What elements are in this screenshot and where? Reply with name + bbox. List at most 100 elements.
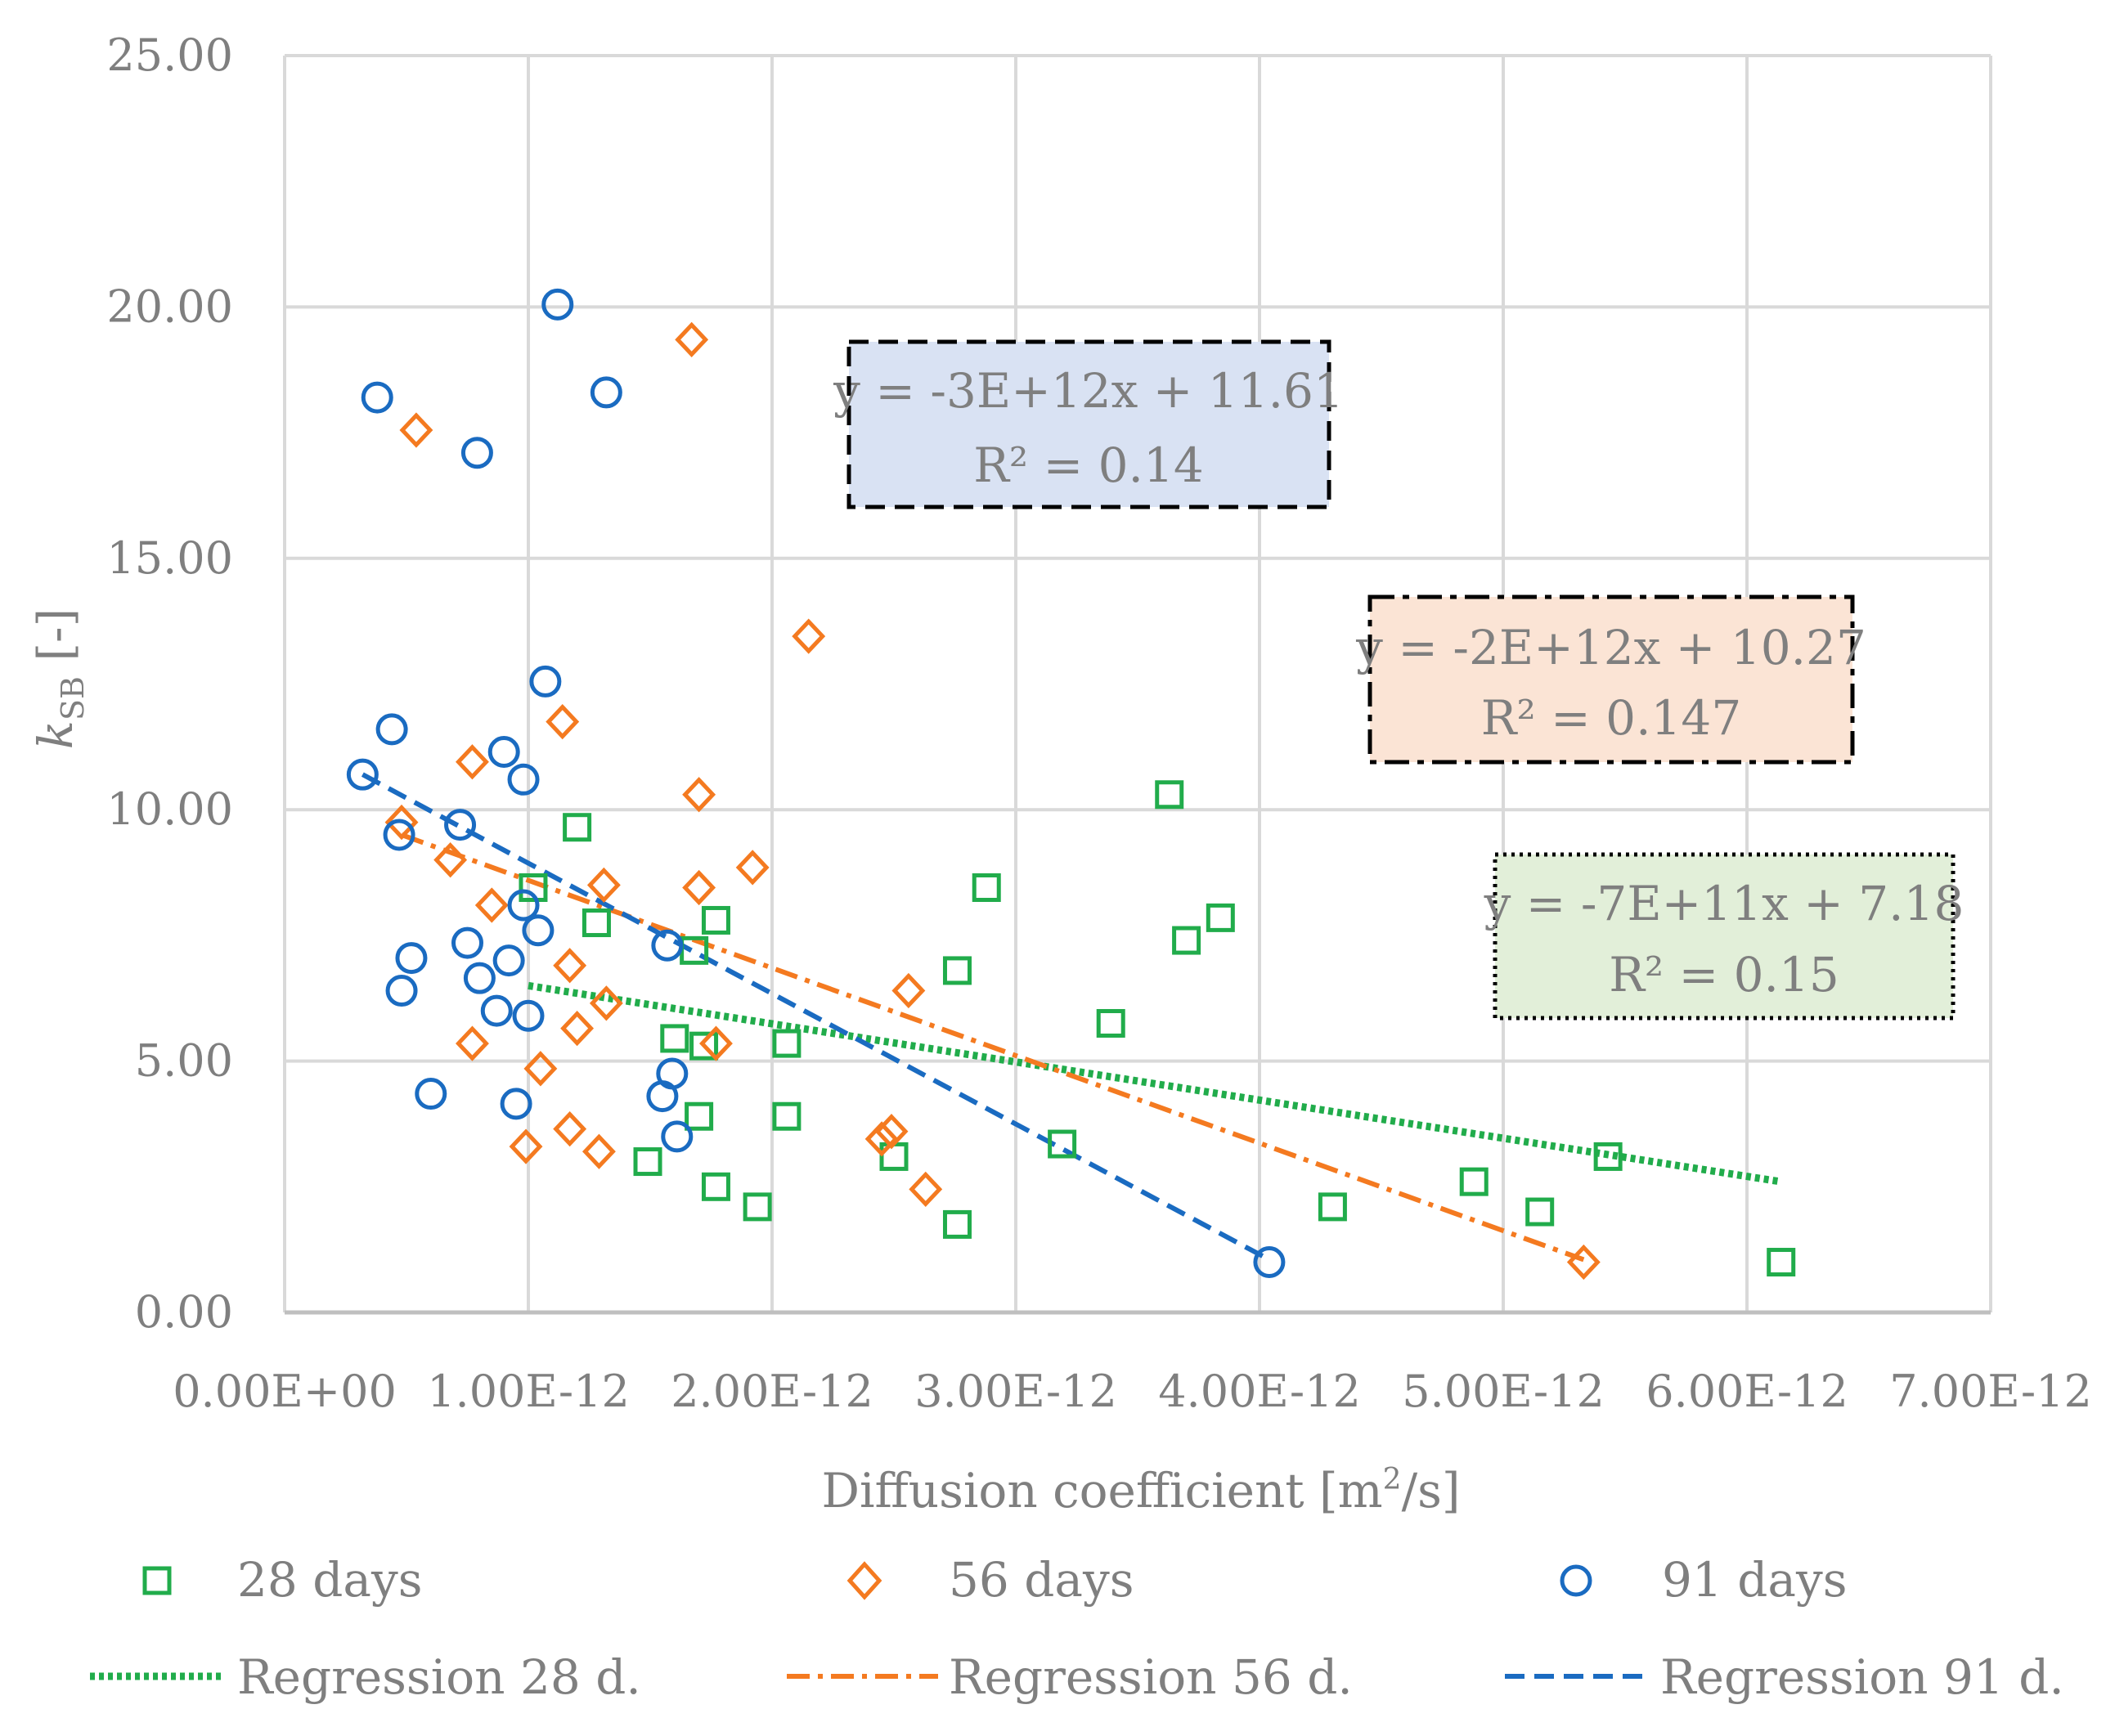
equation-box-56-frame [1367,594,1855,765]
point-56-days [864,1121,899,1157]
legend-label-regression-28: Regression 28 d. [237,1649,641,1705]
point-91-days [487,735,520,768]
point-91-days [529,665,562,698]
point-56-days [509,1128,543,1164]
point-28-days [660,1024,689,1053]
x-axis-title-main: Diffusion coefficient [m [821,1463,1382,1518]
point-28-days [972,872,1001,902]
point-91-days [383,819,415,851]
point-56-days [553,1110,587,1147]
point-28-days [563,813,592,842]
point-28-days [582,908,611,938]
point-91-days [541,288,574,321]
point-28-days [772,1029,802,1058]
x-tick-label: 1.00E-12 [427,1366,630,1417]
point-56-days [586,867,621,904]
legend-item-91-days: 91 days [1560,1552,1847,1608]
point-28-days [942,956,972,985]
equation-box-91-frame [846,339,1331,509]
equation-box-28-days: y = -7E+11x + 7.18 R² = 0.15 [1484,852,1964,1021]
point-91-days [395,942,428,975]
point-91-days [346,758,379,791]
point-28-days [701,1172,730,1201]
point-91-days [480,994,513,1027]
point-28-days [1318,1192,1347,1222]
point-91-days [361,381,393,414]
point-56-days [399,412,433,448]
equation-box-91-days: y = -3E+12x + 11.61 R² = 0.14 [833,339,1344,509]
point-56-days [682,777,716,813]
point-28-days [633,1147,662,1177]
y-axis-title: kSB [-] [28,608,91,749]
y-tick-label: 20.00 [106,280,233,332]
point-56-days [523,1051,558,1087]
regression-lines [361,772,1782,1263]
point-56-days [682,869,716,906]
point-91-days [415,1078,447,1110]
legend-label-regression-56: Regression 56 d. [949,1649,1353,1705]
x-tick-label: 6.00E-12 [1646,1366,1848,1417]
point-91-days [1253,1246,1286,1279]
legend-marker-diamond [846,1561,882,1600]
r-squared-56-days: R² = 0.147 [1481,690,1741,746]
y-tick-label: 10.00 [106,783,233,835]
point-56-days [582,1133,616,1169]
equation-box-56-days: y = -2E+12x + 10.27 R² = 0.147 [1355,594,1866,765]
point-28-days [685,1101,714,1131]
point-56-days [589,985,623,1021]
point-28-days [1525,1197,1555,1227]
equation-91-days: y = -3E+12x + 11.61 [833,363,1344,419]
point-91-days [661,1120,694,1153]
point-56-days [384,804,419,841]
point-56-days [456,744,489,780]
point-28-days [942,1209,972,1239]
equation-56-days: y = -2E+12x + 10.27 [1355,620,1866,675]
y-axis-title-unit: [-] [28,608,83,662]
point-56-days [553,948,587,984]
point-28-days [1593,1142,1623,1171]
point-91-days [522,914,555,947]
x-tick-label: 7.00E-12 [1889,1366,2092,1417]
point-28-days [1459,1167,1489,1196]
point-28-days [1048,1129,1077,1159]
point-91-days [507,889,540,922]
point-28-days [1767,1248,1796,1277]
point-28-days [1096,1008,1125,1038]
y-tick-label: 15.00 [106,532,233,584]
point-56-days [546,703,580,740]
r-squared-91-days: R² = 0.14 [973,437,1204,493]
point-56-days [735,850,770,886]
y-axis-title-k: k [28,720,83,749]
point-56-days [474,887,509,923]
x-tick-label: 0.00E+00 [173,1366,397,1417]
point-56-days [456,1025,489,1061]
data-points [346,288,1796,1281]
equation-box-28-frame [1493,852,1956,1021]
y-axis-title-space [28,662,83,676]
point-28-days [1206,903,1235,932]
point-28-days [519,872,548,902]
point-28-days [1172,926,1201,955]
regression-line-2 [361,772,1271,1263]
legend: 28 days 56 days 91 days Regression 28 d.… [90,1552,2064,1705]
point-28-days [701,905,730,935]
point-91-days [375,713,408,746]
point-56-days [792,618,826,654]
x-tick-label: 5.00E-12 [1402,1366,1605,1417]
point-91-days [492,944,525,977]
point-91-days [385,975,418,1007]
x-axis-title: Diffusion coefficient [m2/s] [821,1463,1460,1518]
point-56-days [874,1114,909,1150]
y-tick-label: 25.00 [106,29,233,81]
point-28-days [743,1192,772,1222]
point-91-days [444,809,477,841]
point-56-days [675,321,709,358]
legend-item-regression-56: Regression 56 d. [787,1649,1353,1705]
y-axis-title-subscript: SB [55,676,91,720]
point-56-days [891,972,926,1009]
point-56-days [433,842,468,878]
x-axis-title-end: /s] [1402,1463,1461,1518]
point-56-days [560,1010,595,1047]
legend-label-91-days: 91 days [1662,1552,1847,1608]
